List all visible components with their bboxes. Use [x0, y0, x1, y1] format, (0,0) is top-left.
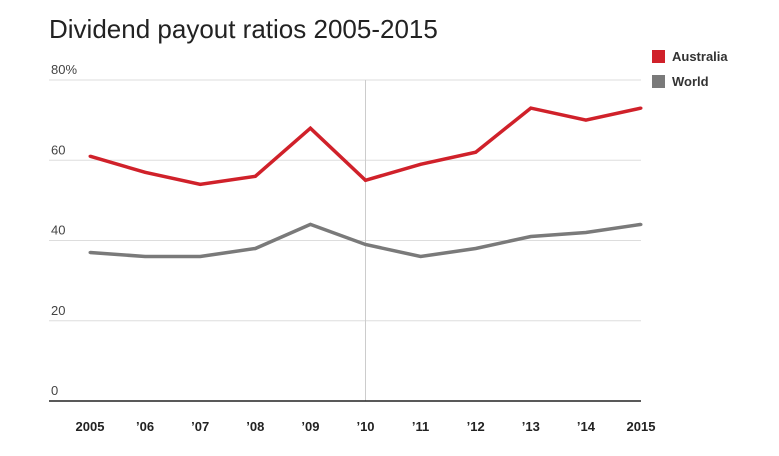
- x-tick-label-10: 2015: [627, 419, 656, 434]
- data-point-world-5: [364, 243, 367, 247]
- data-point-world-1: [143, 255, 147, 259]
- y-tick-label-60: 60: [51, 142, 65, 157]
- data-point-australia-2: [198, 182, 202, 186]
- legend-label-australia: Australia: [672, 49, 728, 64]
- data-point-world-6: [419, 255, 423, 259]
- x-tick-label-3: ’08: [246, 419, 264, 434]
- data-point-australia-0: [88, 154, 92, 158]
- chart-title: Dividend payout ratios 2005-2015: [49, 14, 438, 44]
- y-tick-label-0: 0: [51, 383, 58, 398]
- data-point-world-0: [88, 251, 92, 255]
- data-point-australia-6: [419, 162, 423, 166]
- y-tick-label-80: 80%: [51, 62, 77, 77]
- data-point-world-3: [253, 247, 257, 251]
- data-point-australia-9: [584, 118, 588, 122]
- x-tick-label-9: ’14: [577, 419, 596, 434]
- x-tick-label-5: ’10: [356, 419, 374, 434]
- data-point-world-2: [198, 255, 202, 259]
- data-point-australia-1: [143, 170, 147, 174]
- y-tick-label-20: 20: [51, 303, 65, 318]
- legend-label-world: World: [672, 74, 709, 89]
- data-point-world-8: [529, 234, 533, 238]
- legend-swatch-australia: [652, 50, 665, 63]
- data-point-world-7: [474, 247, 478, 251]
- data-point-world-4: [308, 222, 312, 226]
- data-point-australia-5: [364, 178, 367, 182]
- data-point-australia-8: [529, 106, 533, 110]
- x-tick-label-4: ’09: [301, 419, 319, 434]
- data-point-world-9: [584, 230, 588, 234]
- data-point-world-10: [639, 222, 643, 226]
- data-point-australia-7: [474, 150, 478, 154]
- data-point-australia-10: [639, 106, 643, 110]
- x-tick-label-8: ’13: [522, 419, 540, 434]
- legend: Australia World: [652, 44, 728, 94]
- x-tick-label-6: ’11: [412, 419, 429, 434]
- x-tick-label-7: ’12: [467, 419, 485, 434]
- legend-item-australia: Australia: [652, 44, 728, 69]
- x-tick-label-0: 2005: [76, 419, 105, 434]
- data-point-australia-3: [253, 174, 257, 178]
- x-tick-label-2: ’07: [191, 419, 209, 434]
- legend-swatch-world: [652, 75, 665, 88]
- legend-item-world: World: [652, 69, 728, 94]
- x-tick-label-1: ’06: [136, 419, 154, 434]
- data-point-australia-4: [308, 126, 312, 130]
- y-tick-label-40: 40: [51, 223, 65, 238]
